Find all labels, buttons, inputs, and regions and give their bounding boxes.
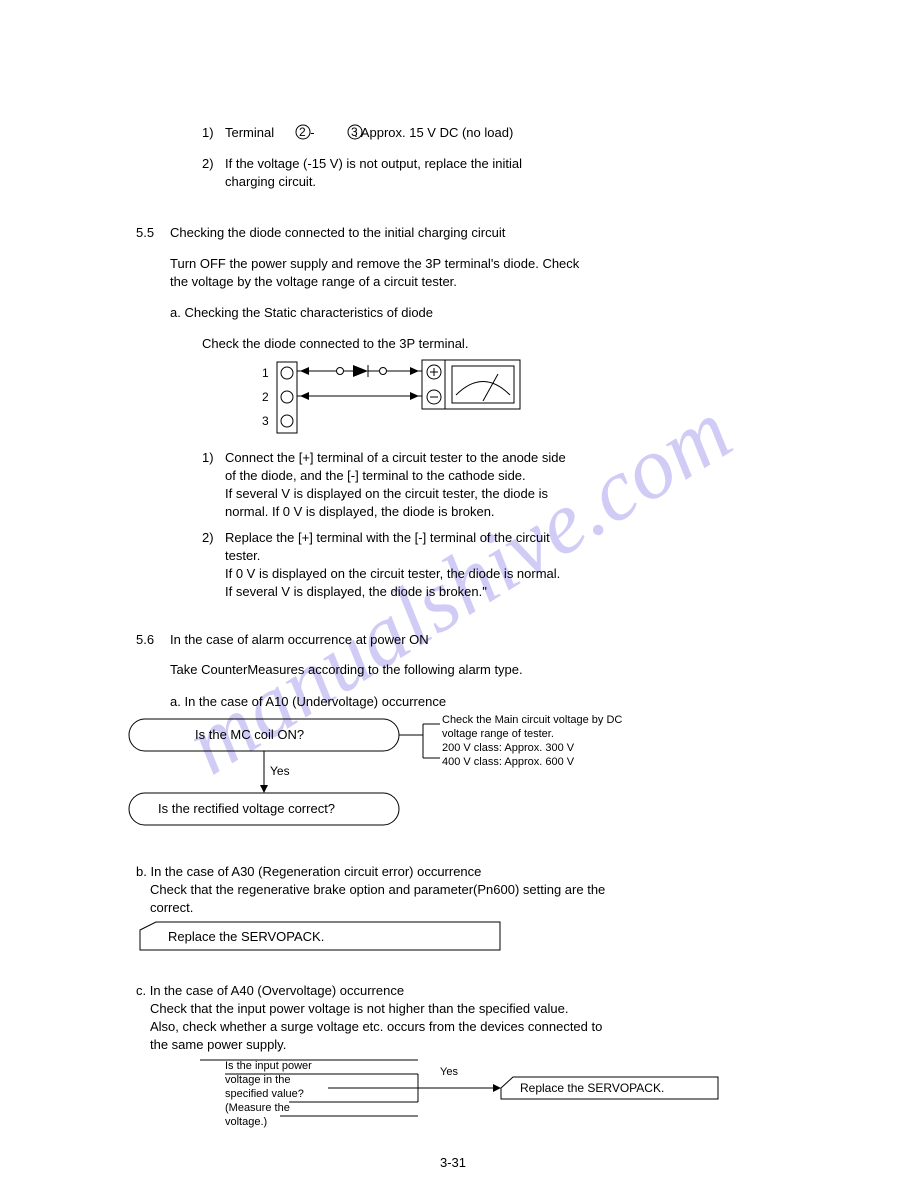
page: manualshive.com 1) Terminal - : Approx. … — [0, 0, 918, 1188]
c-yes: Yes — [440, 1066, 458, 1078]
flow-c-lines — [0, 0, 918, 1160]
page-number: 3-31 — [440, 1155, 466, 1170]
tag2-text: Replace the SERVOPACK. — [520, 1081, 664, 1095]
